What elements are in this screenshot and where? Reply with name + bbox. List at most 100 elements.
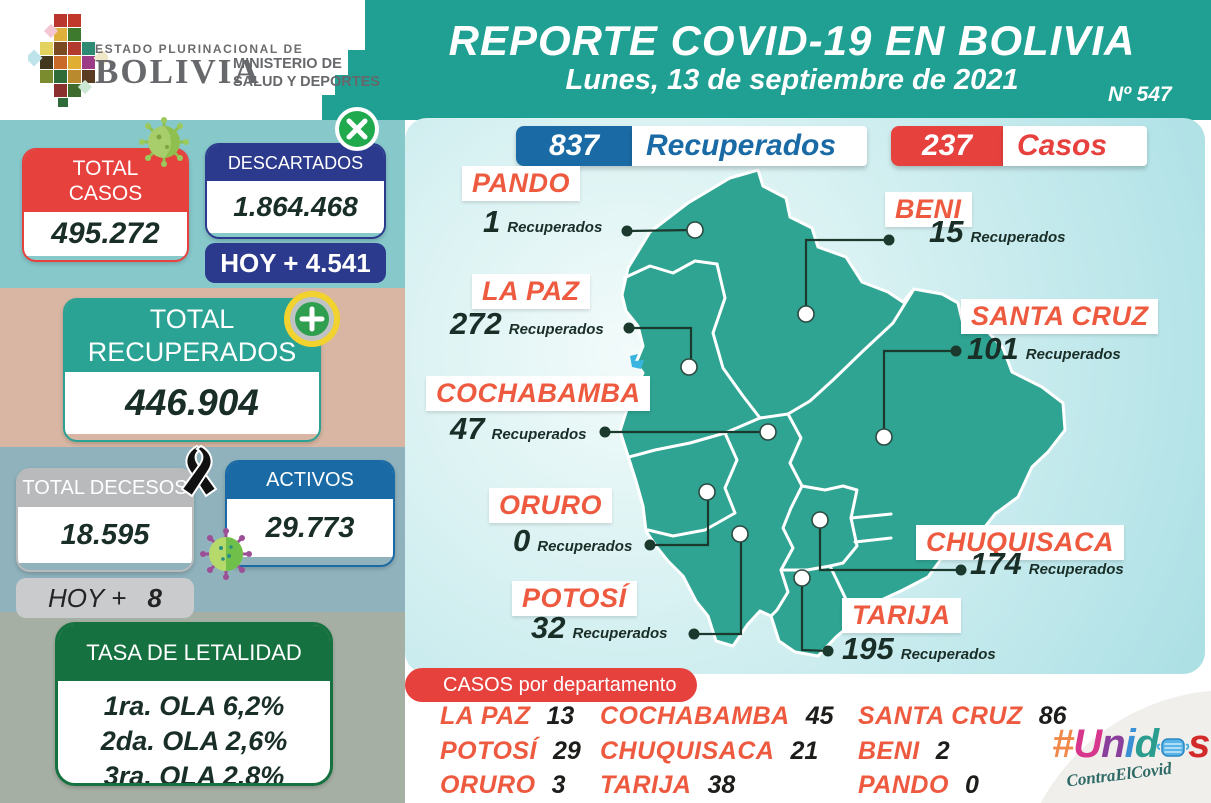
dept-label-beni: BENI — [885, 192, 972, 227]
ministerio-line1: MINISTERIO DE — [233, 56, 342, 72]
report-date: Lunes, 13 de septiembre de 2021 — [565, 64, 1019, 96]
callout-lines — [605, 228, 961, 653]
case-la-paz-name: LA PAZ — [440, 702, 531, 730]
tasa-letalidad-body: 1ra. OLA 6,2% 2da. OLA 2,6% 3ra. OLA 2,8… — [58, 681, 330, 783]
decesos-today-value: 8 — [147, 583, 162, 613]
dept-label-tarija: TARIJA — [842, 598, 961, 633]
activos-label: ACTIVOS — [266, 469, 354, 491]
potosi-unit: Recuperados — [572, 625, 668, 642]
total-decesos-card: TOTAL DECESOS 18.595 — [16, 468, 194, 572]
unidos-wordmark: #Unid s — [1052, 722, 1211, 766]
la-paz-unit: Recuperados — [508, 321, 604, 338]
cases-total-badge: 237 — [891, 126, 1003, 166]
case-la-paz-value: 13 — [546, 702, 575, 730]
tasa-letalidad-header: TASA DE LETALIDAD — [58, 625, 330, 681]
estado-plurinacional-label: ESTADO PLURINACIONAL DE — [95, 42, 304, 56]
activos-value: 29.773 — [227, 499, 393, 557]
decesos-today-pill: HOY + 8 — [16, 578, 194, 618]
header-teal-band — [322, 0, 1211, 120]
cochabamba-recovered: 47 — [450, 411, 485, 446]
total-casos-card: TOTAL CASOS 495.272 — [22, 148, 189, 262]
case-chuquisaca-value: 21 — [790, 737, 819, 765]
dept-label-santa-cruz: SANTA CRUZ — [961, 299, 1159, 334]
logo-letter-s: s — [1188, 722, 1210, 766]
dept-value-la-paz: 272 Recuperados — [450, 306, 604, 342]
dept-value-cochabamba: 47 Recuperados — [450, 411, 587, 447]
case-row-beni: BENI 2 — [858, 737, 950, 766]
potosi-recovered: 32 — [531, 610, 566, 645]
case-row-chuquisaca: CHUQUISACA 21 — [600, 737, 818, 766]
total-casos-value: 495.272 — [24, 212, 187, 256]
total-casos-header: TOTAL CASOS — [24, 150, 187, 212]
callout-dots — [599, 225, 967, 657]
cases-total-label: Casos — [1003, 126, 1147, 166]
descartados-today-pill: HOY + 4.541 — [205, 243, 386, 283]
descartados-value: 1.864.468 — [207, 181, 384, 233]
dept-label-potosi: POTOSÍ — [512, 581, 637, 616]
case-santa-cruz-name: SANTA CRUZ — [858, 702, 1023, 730]
report-title: REPORTE COVID-19 EN BOLIVIA — [448, 17, 1136, 64]
activos-card: ACTIVOS 29.773 — [225, 460, 395, 567]
tarija-recovered: 195 — [842, 631, 894, 666]
case-pando-value: 0 — [964, 771, 979, 799]
case-oruro-value: 3 — [551, 771, 566, 799]
logo-letter-u: U — [1073, 722, 1102, 766]
total-recuperados-label2: RECUPERADOS — [87, 337, 297, 367]
map-panel: 837 Recuperados 237 Casos PANDO BENI LA … — [405, 118, 1205, 674]
beni-recovered: 15 — [929, 214, 964, 249]
lake-titicaca — [630, 354, 644, 369]
case-pando-name: PANDO — [858, 771, 949, 799]
dept-value-pando: 1 Recuperados — [483, 204, 602, 240]
chuquisaca-recovered: 174 — [970, 546, 1022, 581]
tasa-letalidad-card: TASA DE LETALIDAD 1ra. OLA 6,2% 2da. OLA… — [55, 622, 333, 786]
descartados-header: DESCARTADOS — [207, 145, 384, 181]
tasa-letalidad-title: TASA DE LETALIDAD — [86, 640, 302, 665]
case-row-la-paz: LA PAZ 13 — [440, 702, 574, 731]
cases-banner: CASOS por departamento — [405, 668, 697, 702]
dept-label-oruro: ORURO — [489, 488, 612, 523]
tarija-unit: Recuperados — [900, 646, 996, 663]
total-recuperados-header: TOTAL RECUPERADOS — [65, 300, 319, 372]
oruro-recovered: 0 — [513, 523, 531, 558]
dept-label-la-paz: LA PAZ — [472, 274, 590, 309]
dept-label-chuquisaca: CHUQUISACA — [916, 525, 1125, 560]
pando-recovered: 1 — [483, 204, 501, 239]
case-santa-cruz-value: 86 — [1038, 702, 1067, 730]
case-row-cochabamba: COCHABAMBA 45 — [600, 702, 834, 731]
virus-icon — [139, 117, 189, 167]
tasa-row-1: 1ra. OLA 6,2% — [103, 691, 285, 721]
dept-value-santa-cruz: 101 Recuperados — [967, 331, 1121, 367]
recovered-total-badge: 837 — [516, 126, 632, 166]
cochabamba-unit: Recuperados — [491, 426, 587, 443]
oruro-unit: Recuperados — [537, 538, 633, 555]
descartados-label: DESCARTADOS — [227, 152, 364, 173]
unidos-contra-el-covid-logo: #Unid s ContraElCovid — [1052, 722, 1211, 790]
la-paz-recovered: 272 — [450, 306, 502, 341]
chuquisaca-unit: Recuperados — [1028, 561, 1124, 578]
recovered-total-label: Recuperados — [632, 126, 867, 166]
case-row-potosi: POTOSÍ 29 — [440, 737, 581, 766]
dept-label-pando: PANDO — [462, 166, 581, 201]
bolivia-emblem — [28, 14, 108, 107]
case-row-pando: PANDO 0 — [858, 771, 979, 800]
logo-letter-n: n — [1101, 722, 1125, 766]
case-oruro-name: ORURO — [440, 771, 536, 799]
report-number: Nº 547 — [1108, 83, 1172, 106]
dept-value-potosi: 32 Recuperados — [531, 610, 668, 646]
case-row-oruro: ORURO 3 — [440, 771, 565, 800]
case-chuquisaca-name: CHUQUISACA — [600, 737, 775, 765]
santa-cruz-unit: Recuperados — [1025, 346, 1121, 363]
dept-value-beni: 15 Recuperados — [929, 214, 1066, 250]
santa-cruz-recovered: 101 — [967, 331, 1019, 366]
case-row-santa-cruz: SANTA CRUZ 86 — [858, 702, 1067, 731]
total-decesos-header: TOTAL DECESOS — [18, 470, 192, 507]
tasa-row-3: 3ra. OLA 2,8% — [103, 761, 285, 786]
logo-hash: # — [1052, 722, 1074, 766]
case-tarija-value: 38 — [707, 771, 736, 799]
tasa-row-2: 2da. OLA 2,6% — [100, 726, 288, 757]
face-mask-icon — [1156, 738, 1190, 757]
total-recuperados-card: TOTAL RECUPERADOS 446.904 — [63, 298, 321, 442]
beni-unit: Recuperados — [970, 229, 1066, 246]
pando-unit: Recuperados — [507, 219, 603, 236]
dept-value-tarija: 195 Recuperados — [842, 631, 996, 667]
